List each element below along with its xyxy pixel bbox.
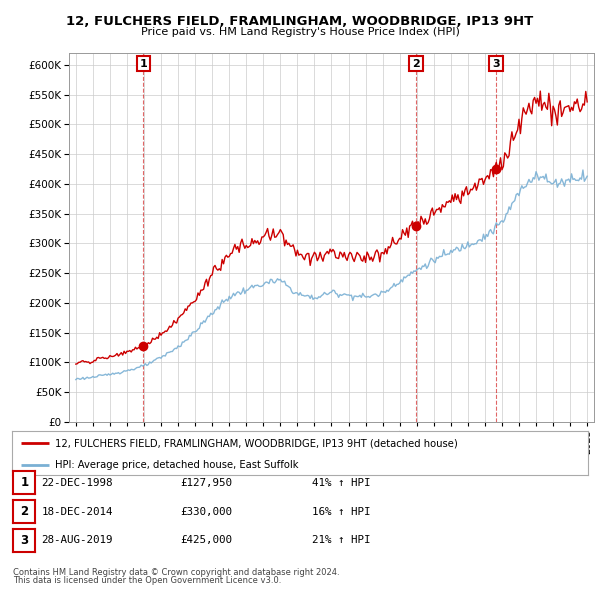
Text: 41% ↑ HPI: 41% ↑ HPI [312, 478, 371, 487]
Text: £127,950: £127,950 [180, 478, 232, 487]
Text: 21% ↑ HPI: 21% ↑ HPI [312, 536, 371, 545]
Text: 3: 3 [492, 58, 500, 68]
Text: 1: 1 [20, 476, 28, 489]
Text: This data is licensed under the Open Government Licence v3.0.: This data is licensed under the Open Gov… [13, 576, 281, 585]
Text: 2: 2 [412, 58, 420, 68]
Text: Contains HM Land Registry data © Crown copyright and database right 2024.: Contains HM Land Registry data © Crown c… [13, 568, 340, 577]
Text: 16% ↑ HPI: 16% ↑ HPI [312, 507, 371, 516]
Text: 2: 2 [20, 505, 28, 518]
Text: 3: 3 [20, 534, 28, 547]
Text: 1: 1 [140, 58, 148, 68]
Text: £330,000: £330,000 [180, 507, 232, 516]
Text: 12, FULCHERS FIELD, FRAMLINGHAM, WOODBRIDGE, IP13 9HT: 12, FULCHERS FIELD, FRAMLINGHAM, WOODBRI… [67, 15, 533, 28]
Text: Price paid vs. HM Land Registry's House Price Index (HPI): Price paid vs. HM Land Registry's House … [140, 27, 460, 37]
Text: £425,000: £425,000 [180, 536, 232, 545]
Text: 28-AUG-2019: 28-AUG-2019 [41, 536, 113, 545]
Text: 12, FULCHERS FIELD, FRAMLINGHAM, WOODBRIDGE, IP13 9HT (detached house): 12, FULCHERS FIELD, FRAMLINGHAM, WOODBRI… [55, 438, 458, 448]
Text: 22-DEC-1998: 22-DEC-1998 [41, 478, 113, 487]
Text: HPI: Average price, detached house, East Suffolk: HPI: Average price, detached house, East… [55, 460, 299, 470]
Text: 18-DEC-2014: 18-DEC-2014 [41, 507, 113, 516]
